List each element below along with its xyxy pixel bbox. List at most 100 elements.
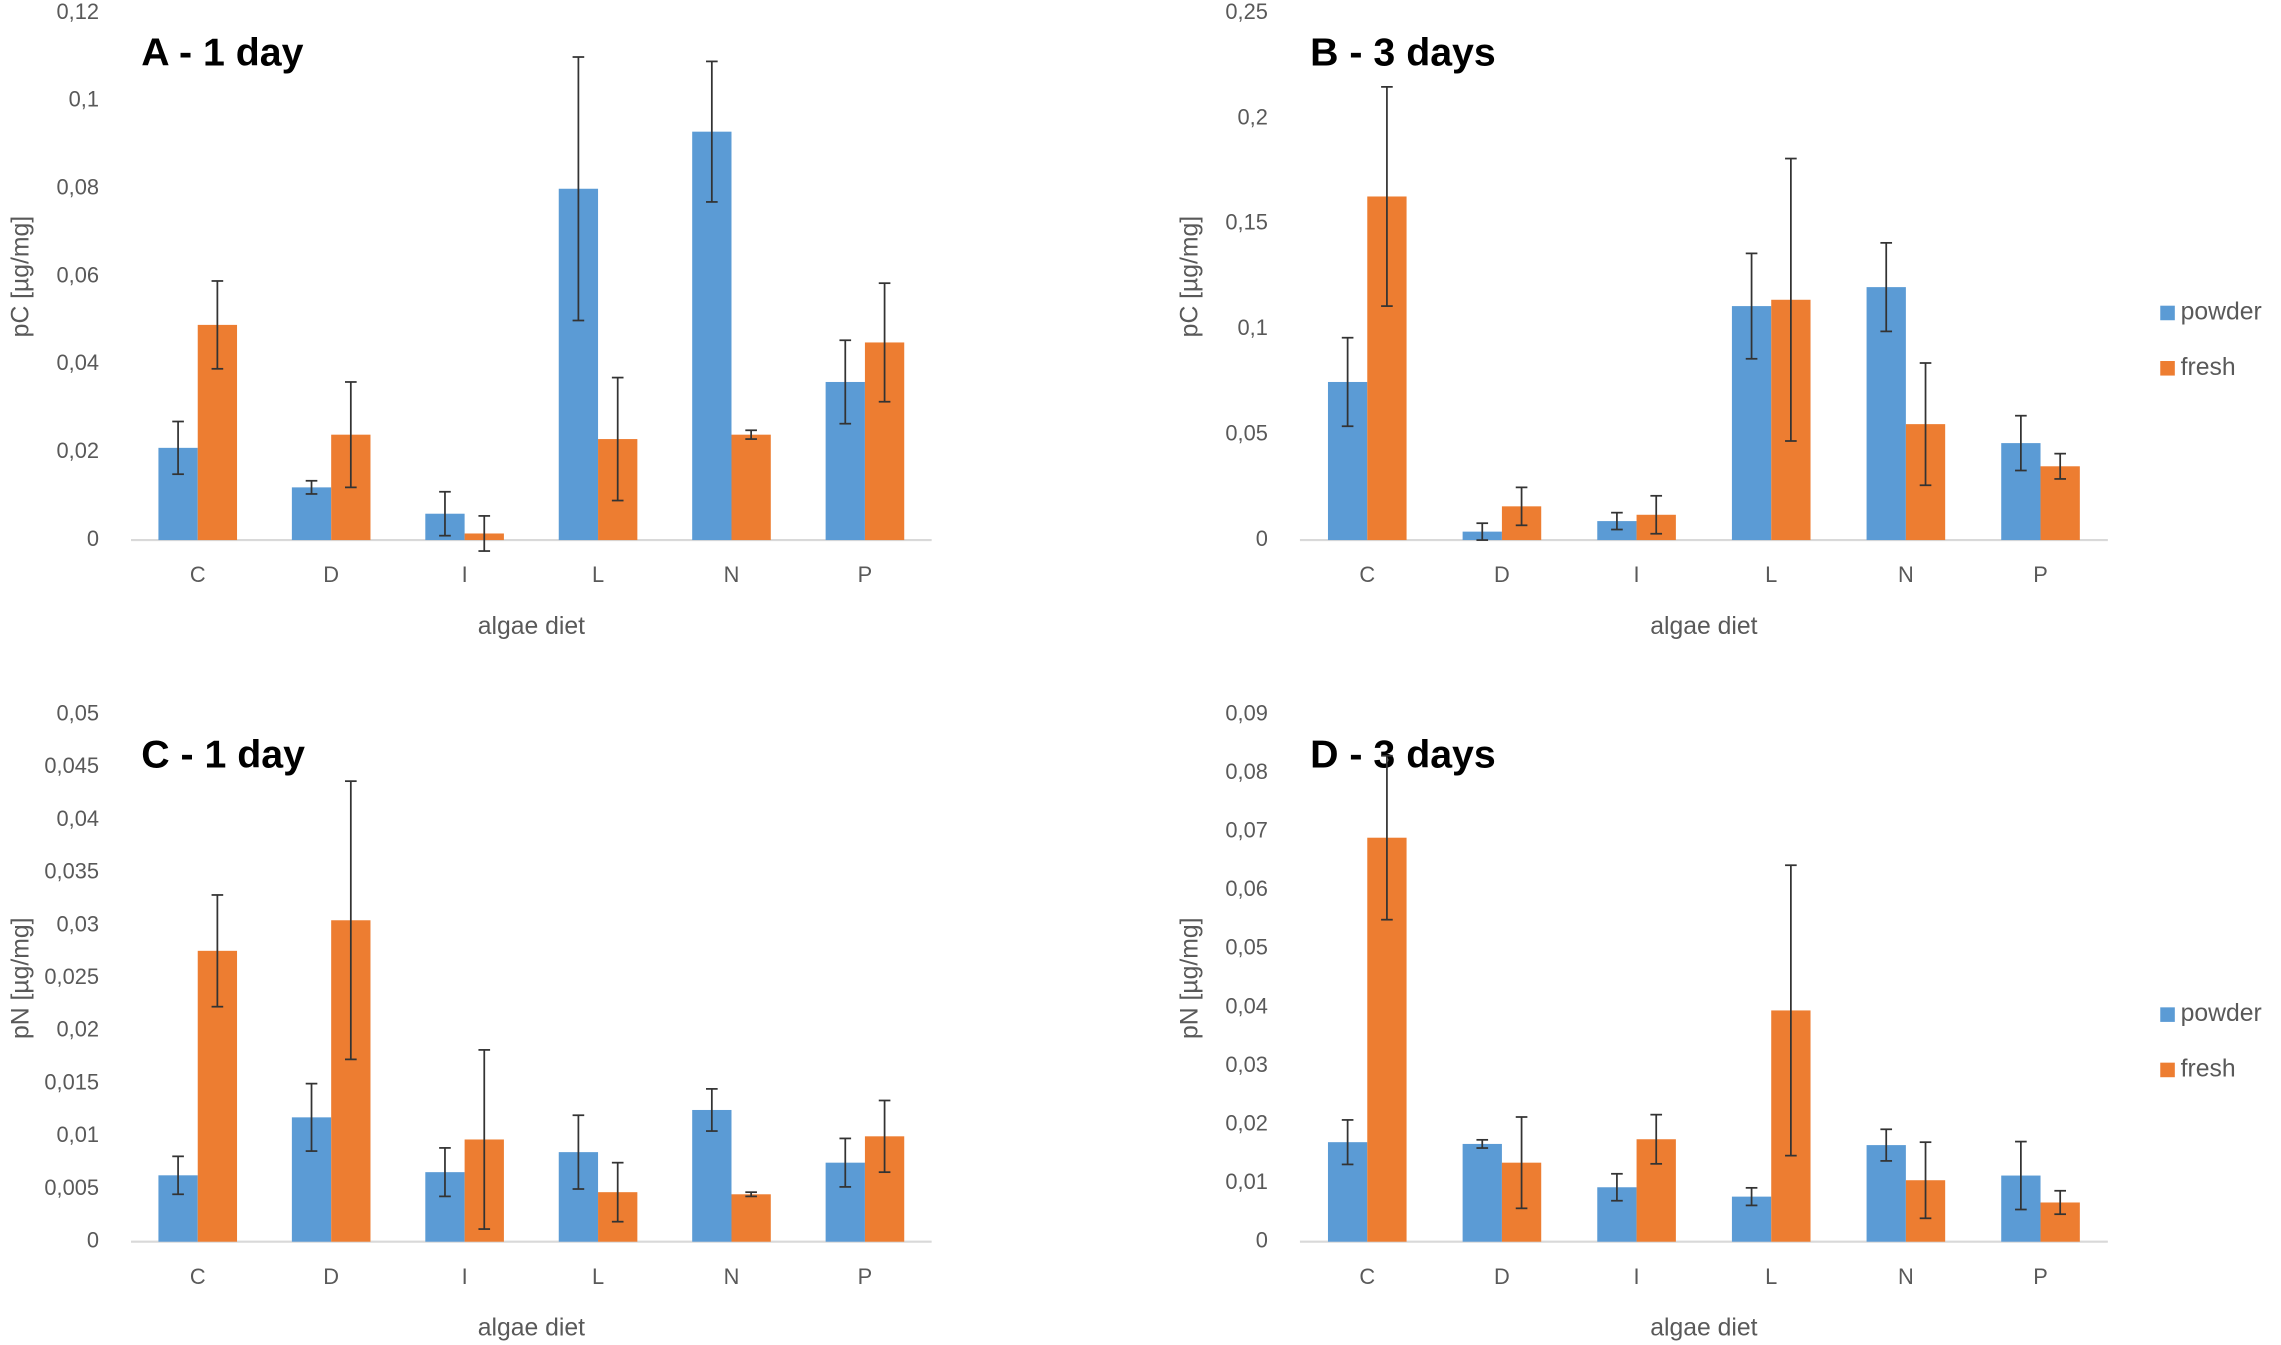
bar: [291, 487, 332, 541]
error-bar: [1341, 1119, 1354, 1166]
error-bar: [878, 1099, 891, 1174]
y-tick-label: 0,045: [44, 753, 99, 778]
error-bar: [1745, 252, 1758, 360]
bar: [731, 1194, 771, 1242]
y-tick-label: 0,005: [44, 1175, 99, 1200]
y-tick-label: 0,01: [57, 1122, 99, 1147]
error-bar: [1611, 511, 1623, 531]
x-axis-label: algae diet: [1650, 1315, 1757, 1342]
y-tick-label: 0,02: [1225, 1110, 1267, 1135]
error-bar: [1650, 1113, 1663, 1165]
error-bar: [172, 420, 184, 476]
y-axis-label: pN [µg/mg]: [7, 917, 34, 1038]
error-bar: [745, 429, 757, 440]
x-tick-label: I: [462, 562, 468, 587]
y-tick-label: 0,015: [44, 1069, 99, 1094]
error-bar: [2015, 1140, 2027, 1211]
y-axis-label: pC [µg/mg]: [7, 216, 34, 337]
error-bar: [1515, 1116, 1528, 1210]
error-bar: [345, 381, 357, 489]
error-bar: [1381, 754, 1393, 921]
x-tick-label: L: [592, 1264, 604, 1289]
y-tick-label: 0,15: [1225, 210, 1267, 235]
error-bar: [1611, 1172, 1623, 1202]
x-tick-label: P: [858, 1264, 873, 1289]
x-tick-label: L: [1765, 1264, 1777, 1289]
error-bar: [211, 894, 224, 1008]
x-axis-label: algae diet: [478, 613, 585, 640]
legend-swatch: [2160, 305, 2175, 321]
y-tick-label: 0,04: [1225, 993, 1267, 1018]
error-bar: [439, 1147, 451, 1198]
y-tick-label: 0,02: [57, 438, 99, 463]
x-tick-label: L: [592, 562, 604, 587]
y-tick-label: 0,03: [57, 911, 99, 936]
error-bar: [745, 1191, 757, 1198]
y-tick-label: 0,1: [1238, 315, 1268, 340]
x-tick-label: C: [190, 1264, 206, 1289]
error-bar: [706, 1088, 718, 1132]
bar: [1462, 1143, 1502, 1242]
error-bar: [1785, 864, 1797, 1157]
x-tick-label: P: [2033, 562, 2048, 587]
y-tick-label: 0,08: [57, 175, 99, 200]
x-tick-label: D: [323, 562, 339, 587]
error-bar: [1919, 362, 1932, 487]
legend-swatch: [2160, 1062, 2175, 1078]
x-tick-label: D: [1494, 1264, 1510, 1289]
x-tick-label: C: [1359, 562, 1375, 587]
y-tick-label: 0,25: [1225, 0, 1267, 24]
bar: [731, 434, 771, 541]
legend-label: powder: [2181, 299, 2262, 326]
y-axis-label: pN [µg/mg]: [1176, 917, 1203, 1038]
x-tick-label: C: [1359, 1264, 1375, 1289]
x-tick-label: P: [2033, 1264, 2048, 1289]
chart-panel: A - 1 day 0 0,02 0,04 0,06 0,08 0,1 0,12 pC [µg/…: [7, 0, 932, 640]
y-tick-label: 0,09: [1225, 701, 1267, 726]
x-axis-label: algae diet: [1650, 613, 1757, 640]
y-tick-label: 0: [87, 1227, 99, 1252]
error-bar: [1381, 86, 1393, 307]
y-tick-label: 0,1: [69, 87, 99, 112]
error-bar: [1650, 494, 1663, 535]
error-bar: [478, 515, 491, 552]
legend-label: fresh: [2181, 354, 2236, 381]
bar: [1597, 521, 1637, 541]
y-tick-label: 0,03: [1225, 1052, 1267, 1077]
error-bar: [1785, 157, 1797, 442]
error-bar: [478, 1049, 491, 1230]
y-tick-label: 0,07: [1225, 818, 1267, 843]
y-tick-label: 0,2: [1238, 104, 1268, 129]
legend-swatch: [2160, 361, 2175, 376]
error-bar: [1745, 1186, 1758, 1207]
error-bar: [1880, 1128, 1893, 1162]
error-bar: [1476, 522, 1489, 541]
panels: A - 1 day 0 0,02 0,04 0,06 0,08 0,1 0,12 pC [µg/…: [7, 0, 2261, 1342]
x-tick-label: I: [462, 1264, 468, 1289]
error-bar: [1919, 1141, 1932, 1220]
error-bar: [2015, 414, 2027, 472]
x-tick-label: N: [724, 1264, 740, 1289]
chart-title: D - 3 days: [1310, 732, 1496, 776]
x-tick-label: D: [1494, 562, 1510, 587]
y-tick-label: 0,06: [57, 262, 99, 287]
error-bar: [211, 280, 224, 370]
chart-title: A - 1 day: [141, 31, 303, 75]
x-tick-label: I: [1634, 1264, 1640, 1289]
x-tick-label: D: [323, 1264, 339, 1289]
y-tick-label: 0: [87, 526, 99, 551]
chart-panel: D - 3 days 0 0,01 0,02 0,03 0,04 0,05 0,06 0,07 0…: [1176, 701, 2261, 1342]
error-bar: [1476, 1138, 1489, 1149]
y-tick-label: 0,035: [44, 859, 99, 884]
x-tick-label: N: [1898, 1264, 1914, 1289]
chart-title: B - 3 days: [1310, 31, 1496, 75]
y-tick-label: 0,04: [57, 806, 99, 831]
error-bar: [2054, 1189, 2067, 1216]
error-bar: [572, 56, 585, 322]
y-tick-label: 0,05: [57, 701, 99, 726]
legend-label: powder: [2181, 1000, 2262, 1027]
x-tick-label: C: [190, 562, 206, 587]
error-bar: [839, 1137, 852, 1188]
error-bar: [706, 60, 718, 203]
